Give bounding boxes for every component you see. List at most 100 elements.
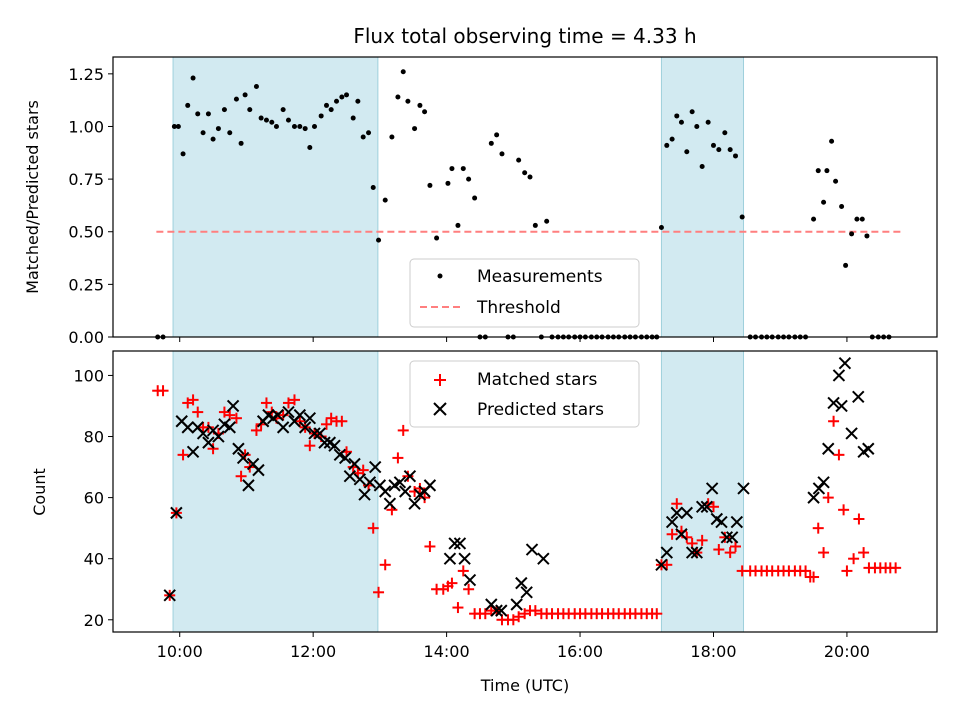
measurement-point bbox=[205, 111, 211, 117]
matched-star-point bbox=[651, 608, 663, 620]
matched-star-point bbox=[304, 440, 316, 452]
matched-star-point bbox=[853, 513, 865, 525]
matched-star-point bbox=[177, 449, 189, 461]
measurement-point bbox=[664, 142, 670, 148]
measurement-point bbox=[727, 147, 733, 153]
measurement-point bbox=[427, 182, 433, 188]
matched-star-point bbox=[230, 412, 242, 424]
matched-star-point bbox=[379, 559, 391, 571]
bottom-shaded-intervals bbox=[172, 350, 745, 633]
matched-star-point bbox=[661, 559, 673, 571]
x-tick-label: 16:00 bbox=[557, 642, 603, 661]
measurement-point bbox=[412, 126, 418, 132]
measurement-point bbox=[242, 92, 248, 98]
measurement-point bbox=[527, 174, 533, 180]
predicted-star-point bbox=[196, 427, 210, 440]
predicted-star-point bbox=[495, 604, 508, 617]
measurement-point bbox=[370, 185, 376, 191]
measurement-point bbox=[190, 75, 196, 81]
predicted-star-point bbox=[163, 589, 176, 602]
bottom-y-axis-label: Count bbox=[30, 468, 49, 516]
matched-star-point bbox=[207, 443, 219, 455]
measurement-point bbox=[334, 98, 340, 104]
measurement-point bbox=[422, 109, 428, 115]
measurement-point bbox=[258, 115, 264, 121]
matched-star-point bbox=[800, 565, 812, 577]
predicted-star-point bbox=[303, 411, 317, 425]
top-y-tick-label: 1.00 bbox=[68, 117, 104, 136]
matched-star-point bbox=[818, 547, 830, 559]
matched-star-point bbox=[321, 418, 333, 430]
matched-star-point bbox=[397, 424, 409, 436]
predicted-star-point bbox=[343, 470, 357, 483]
measurement-point bbox=[864, 233, 870, 239]
measurement-point bbox=[705, 119, 711, 125]
matched-star-point bbox=[730, 540, 742, 552]
measurement-point bbox=[215, 126, 221, 132]
measurement-point bbox=[843, 262, 849, 268]
bottom-y-tick-label: 20 bbox=[84, 611, 104, 630]
measurement-point bbox=[516, 157, 522, 163]
predicted-star-point bbox=[862, 442, 875, 455]
matched-star-point bbox=[848, 553, 860, 565]
predicted-star-point bbox=[423, 479, 437, 492]
predicted-star-point bbox=[453, 537, 467, 550]
bottom-y-axis: 20 40 60 80 100 bbox=[73, 366, 113, 630]
measurement-point bbox=[171, 123, 177, 129]
predicted-star-point bbox=[812, 482, 826, 495]
predicted-star-point bbox=[537, 552, 550, 565]
measurement-point bbox=[302, 126, 308, 132]
measurement-point bbox=[678, 119, 684, 125]
measurement-point bbox=[227, 130, 233, 136]
predicted-star-point bbox=[232, 442, 245, 455]
predicted-star-point bbox=[369, 460, 382, 474]
matched-star-point bbox=[373, 586, 385, 598]
measurement-point bbox=[733, 153, 739, 159]
measurement-point bbox=[297, 123, 303, 129]
x-axis-label: Time (UTC) bbox=[480, 676, 569, 695]
measurement-point bbox=[324, 102, 330, 108]
predicted-star-point bbox=[827, 396, 840, 410]
top-shaded-interval-1 bbox=[660, 56, 745, 338]
matched-star-point bbox=[294, 415, 306, 427]
matched-star-point bbox=[452, 602, 464, 614]
predicted-star-point bbox=[363, 476, 377, 489]
predicted-star-point bbox=[670, 506, 683, 520]
measurement-point bbox=[658, 225, 664, 231]
matched-star-point bbox=[457, 565, 469, 577]
predicted-star-point bbox=[720, 531, 734, 544]
measurement-point bbox=[716, 147, 722, 153]
measurement-point bbox=[821, 199, 827, 205]
measurement-point bbox=[339, 94, 345, 100]
measurement-point bbox=[739, 214, 745, 220]
predicted-star-point bbox=[393, 476, 407, 489]
measurement-point bbox=[253, 83, 259, 89]
predicted-star-point bbox=[715, 515, 728, 529]
measurement-point bbox=[185, 102, 191, 108]
measurement-point bbox=[684, 149, 690, 155]
matched-star-point bbox=[367, 522, 379, 534]
matched-star-point bbox=[446, 577, 458, 589]
predicted-star-point bbox=[817, 476, 830, 489]
predicted-star-point bbox=[852, 390, 865, 404]
predicted-star-point bbox=[685, 546, 699, 559]
measurement-point bbox=[488, 140, 494, 146]
bottom-plot-frame bbox=[112, 350, 938, 633]
measurement-point bbox=[669, 136, 675, 142]
measurement-point bbox=[499, 151, 505, 157]
measurement-point bbox=[344, 92, 350, 98]
predicted-star-point bbox=[276, 421, 290, 434]
measurement-point bbox=[355, 98, 361, 104]
measurement-point bbox=[824, 168, 830, 174]
predicted-star-point bbox=[298, 421, 312, 434]
matched-star-point bbox=[707, 501, 719, 513]
top-x-axis bbox=[179, 337, 848, 342]
predicted-star-point bbox=[705, 482, 719, 495]
measurement-point bbox=[180, 151, 186, 157]
predicted-star-point bbox=[242, 479, 255, 492]
predicted-star-point bbox=[680, 506, 694, 520]
matched-stars-series bbox=[152, 385, 902, 626]
predicted-star-point bbox=[358, 488, 371, 501]
legend-predicted-label: Predicted stars bbox=[477, 400, 604, 420]
matched-star-point bbox=[419, 492, 431, 504]
